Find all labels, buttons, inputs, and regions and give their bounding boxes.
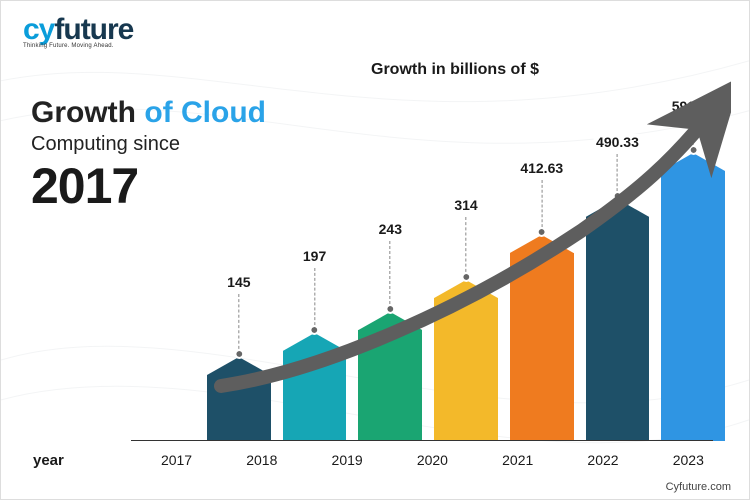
logo-part2: future	[54, 13, 133, 46]
value-label: 412.63	[518, 160, 565, 176]
callout-stem	[693, 118, 694, 150]
bar-peak	[358, 312, 422, 330]
bar-peak	[207, 357, 271, 375]
value-callout: 490.33	[594, 134, 641, 199]
x-axis-line	[131, 440, 713, 441]
callout-dot	[463, 274, 469, 280]
bar-body: 197	[283, 351, 347, 441]
x-axis-title: year	[1, 452, 64, 469]
bar-2020: 314	[434, 298, 498, 441]
brand-logo: cyfuture Thinking Future. Moving Ahead.	[23, 13, 133, 49]
bar-body: 490.33	[586, 217, 650, 441]
year-label: 2021	[481, 452, 554, 469]
value-callout: 314	[452, 197, 479, 280]
bar-2018: 197	[283, 351, 347, 441]
year-label: 2017	[140, 452, 213, 469]
growth-bar-chart: 145197243314412.63490.33591.79	[201, 61, 731, 441]
bar-2017: 145	[207, 375, 271, 441]
logo-part1: cy	[23, 13, 54, 46]
bar-body: 591.79	[661, 171, 725, 441]
callout-dot	[387, 306, 393, 312]
callout-dot	[614, 193, 620, 199]
callout-stem	[238, 294, 239, 354]
callout-dot	[312, 327, 318, 333]
bar-body: 314	[434, 298, 498, 441]
value-label: 197	[301, 248, 328, 264]
footer-credit: Cyfuture.com	[666, 481, 731, 493]
value-callout: 145	[225, 274, 252, 357]
bar-peak	[586, 199, 650, 217]
bar-peak	[661, 153, 725, 171]
bar-2019: 243	[358, 330, 422, 441]
callout-stem	[617, 154, 618, 196]
callout-dot	[539, 229, 545, 235]
bar-body: 412.63	[510, 253, 574, 441]
bar-body: 243	[358, 330, 422, 441]
bar-peak	[510, 235, 574, 253]
year-label: 2023	[652, 452, 725, 469]
bar-2023: 591.79	[661, 171, 725, 441]
bar-peak	[283, 333, 347, 351]
value-label: 490.33	[594, 134, 641, 150]
title-part-a: Growth	[31, 96, 136, 129]
bar-2021: 412.63	[510, 253, 574, 441]
callout-stem	[390, 241, 391, 309]
value-callout: 243	[377, 221, 404, 312]
callout-dot	[236, 351, 242, 357]
year-label: 2018	[225, 452, 298, 469]
year-label: 2022	[566, 452, 639, 469]
callout-stem	[314, 268, 315, 330]
value-label: 314	[452, 197, 479, 213]
value-callout: 197	[301, 248, 328, 333]
year-label: 2019	[310, 452, 383, 469]
callout-stem	[541, 180, 542, 232]
value-label: 145	[225, 274, 252, 290]
bar-2022: 490.33	[586, 217, 650, 441]
value-label: 591.79	[670, 98, 717, 114]
year-label: 2020	[396, 452, 469, 469]
value-callout: 412.63	[518, 160, 565, 235]
bar-body: 145	[207, 375, 271, 441]
callout-stem	[466, 217, 467, 277]
bar-peak	[434, 280, 498, 298]
callout-dot	[690, 147, 696, 153]
value-label: 243	[377, 221, 404, 237]
value-callout: 591.79	[670, 98, 717, 153]
x-axis-labels: year 2017 2018 2019 2020 2021 2022 2023	[1, 452, 731, 469]
